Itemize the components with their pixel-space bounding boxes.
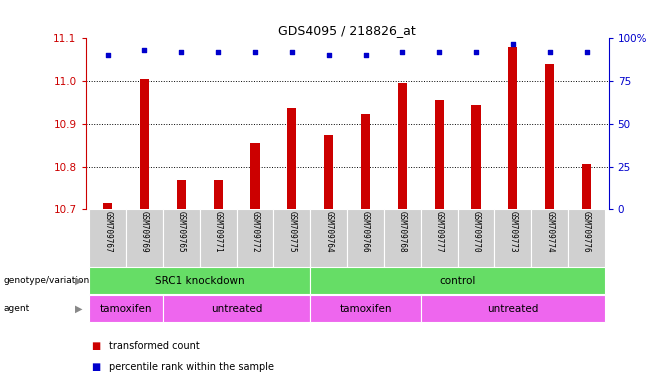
Text: GSM709771: GSM709771 (214, 211, 222, 253)
Bar (177, 180, 186, 209)
Bar (311, 295, 420, 322)
Point (250, 49, 261, 55)
Text: agent: agent (3, 304, 30, 313)
Bar (251, 143, 260, 209)
Point (397, 49, 407, 55)
Point (139, 47, 150, 53)
Text: GSM709769: GSM709769 (140, 211, 149, 253)
Point (544, 49, 555, 55)
Text: untreated: untreated (211, 304, 263, 314)
Point (434, 49, 444, 55)
Text: SRC1 knockdown: SRC1 knockdown (155, 276, 245, 286)
Bar (384, 209, 420, 267)
Bar (163, 295, 311, 322)
Text: percentile rank within the sample: percentile rank within the sample (109, 362, 274, 372)
Bar (200, 209, 237, 267)
Point (324, 53, 334, 59)
Bar (311, 267, 605, 294)
Text: GSM709766: GSM709766 (361, 211, 370, 253)
Text: GSM709764: GSM709764 (324, 211, 333, 253)
Bar (582, 164, 591, 209)
Text: ▶: ▶ (75, 304, 82, 314)
Bar (103, 203, 113, 209)
Text: GSM709767: GSM709767 (103, 211, 112, 253)
Point (581, 49, 592, 55)
Text: ■: ■ (92, 341, 105, 351)
Point (360, 53, 370, 59)
Bar (163, 209, 200, 267)
Text: untreated: untreated (487, 304, 538, 314)
Text: GSM709773: GSM709773 (509, 211, 517, 253)
Point (103, 53, 113, 59)
Bar (397, 83, 407, 209)
Bar (311, 209, 347, 267)
Bar (545, 64, 554, 209)
Text: GSM709777: GSM709777 (435, 211, 443, 253)
Bar (237, 209, 274, 267)
Point (287, 49, 297, 55)
Text: GSM709776: GSM709776 (582, 211, 591, 253)
Bar (531, 209, 568, 267)
Text: GSM709768: GSM709768 (398, 211, 407, 253)
Text: GSM709772: GSM709772 (251, 211, 259, 253)
Point (470, 49, 481, 55)
Bar (471, 106, 480, 209)
Bar (361, 114, 370, 209)
Text: genotype/variation: genotype/variation (3, 276, 89, 285)
Bar (420, 209, 457, 267)
Bar (457, 209, 494, 267)
Bar (324, 136, 334, 209)
Text: GSM709774: GSM709774 (545, 211, 554, 253)
Bar (494, 209, 531, 267)
Text: tamoxifen: tamoxifen (100, 304, 152, 314)
Bar (214, 180, 223, 209)
Bar (347, 209, 384, 267)
Bar (288, 108, 297, 209)
Text: GSM709770: GSM709770 (472, 211, 480, 253)
Bar (274, 209, 311, 267)
Bar (434, 100, 443, 209)
Point (507, 40, 518, 46)
Text: GSM709775: GSM709775 (288, 211, 296, 253)
Bar (89, 295, 163, 322)
Bar (140, 79, 149, 209)
Bar (126, 209, 163, 267)
Text: ■: ■ (92, 362, 105, 372)
Text: control: control (440, 276, 476, 286)
Bar (89, 209, 126, 267)
Text: transformed count: transformed count (109, 341, 199, 351)
Title: GDS4095 / 218826_at: GDS4095 / 218826_at (278, 24, 416, 37)
Bar (420, 295, 605, 322)
Point (176, 49, 187, 55)
Bar (89, 267, 311, 294)
Bar (568, 209, 605, 267)
Text: GSM709765: GSM709765 (177, 211, 186, 253)
Bar (508, 47, 517, 209)
Text: ▶: ▶ (75, 276, 82, 286)
Point (213, 49, 224, 55)
Text: tamoxifen: tamoxifen (340, 304, 392, 314)
